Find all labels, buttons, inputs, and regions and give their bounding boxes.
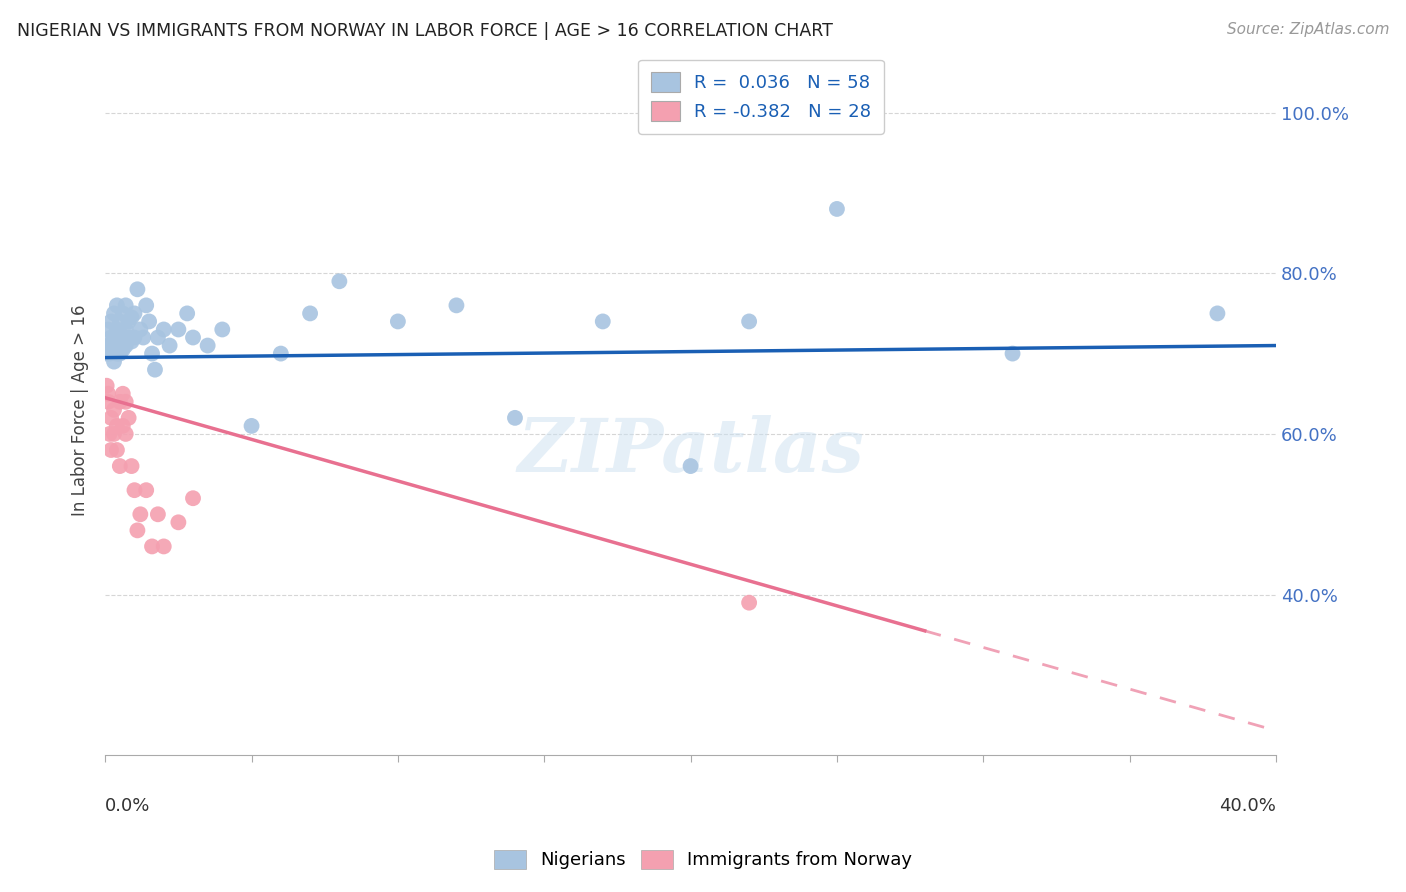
- Point: [679, 459, 702, 474]
- Text: ZIPatlas: ZIPatlas: [517, 415, 865, 488]
- Point: [117, 330, 139, 344]
- Point: [105, 418, 128, 433]
- Point: [97, 386, 120, 401]
- Point: [127, 282, 149, 296]
- Point: [105, 442, 128, 457]
- Point: [124, 306, 146, 320]
- Point: [825, 202, 848, 216]
- Point: [152, 540, 174, 554]
- Point: [108, 326, 131, 341]
- Legend: Nigerians, Immigrants from Norway: Nigerians, Immigrants from Norway: [485, 840, 921, 879]
- Point: [108, 314, 131, 328]
- Point: [103, 426, 125, 441]
- Point: [240, 418, 263, 433]
- Point: [103, 330, 125, 344]
- Point: [143, 362, 166, 376]
- Point: [98, 346, 121, 360]
- Point: [111, 418, 134, 433]
- Point: [146, 330, 169, 344]
- Point: [101, 338, 124, 352]
- Point: [103, 402, 125, 417]
- Point: [181, 491, 204, 506]
- Point: [111, 343, 134, 357]
- Point: [108, 459, 131, 474]
- Point: [108, 346, 131, 360]
- Point: [738, 596, 761, 610]
- Point: [1001, 346, 1024, 360]
- Point: [121, 334, 143, 349]
- Point: [328, 274, 350, 288]
- Point: [111, 330, 134, 344]
- Point: [111, 306, 134, 320]
- Point: [197, 338, 219, 352]
- Point: [108, 394, 131, 409]
- Point: [114, 338, 136, 352]
- Point: [121, 459, 143, 474]
- Point: [124, 330, 146, 344]
- Point: [446, 298, 468, 312]
- Text: 0.0%: 0.0%: [105, 797, 150, 814]
- Point: [114, 394, 136, 409]
- Point: [117, 410, 139, 425]
- Point: [121, 310, 143, 325]
- Point: [105, 298, 128, 312]
- Point: [111, 386, 134, 401]
- Point: [387, 314, 409, 328]
- Point: [167, 322, 190, 336]
- Point: [103, 306, 125, 320]
- Point: [97, 322, 120, 336]
- Point: [100, 442, 122, 457]
- Point: [105, 322, 128, 336]
- Point: [96, 346, 118, 360]
- Point: [135, 298, 157, 312]
- Point: [211, 322, 233, 336]
- Text: 40.0%: 40.0%: [1219, 797, 1277, 814]
- Point: [146, 508, 169, 522]
- Point: [299, 306, 322, 320]
- Point: [738, 314, 761, 328]
- Point: [114, 426, 136, 441]
- Point: [592, 314, 614, 328]
- Point: [100, 314, 122, 328]
- Point: [96, 378, 118, 392]
- Point: [127, 524, 149, 538]
- Text: Source: ZipAtlas.com: Source: ZipAtlas.com: [1226, 22, 1389, 37]
- Point: [1206, 306, 1229, 320]
- Point: [114, 298, 136, 312]
- Point: [135, 483, 157, 498]
- Point: [117, 314, 139, 328]
- Point: [503, 410, 526, 425]
- Point: [100, 410, 122, 425]
- Point: [132, 330, 155, 344]
- Point: [159, 338, 181, 352]
- Point: [98, 426, 121, 441]
- Point: [141, 540, 163, 554]
- Point: [152, 322, 174, 336]
- Point: [105, 346, 128, 360]
- Point: [114, 322, 136, 336]
- Point: [105, 338, 128, 352]
- Point: [124, 483, 146, 498]
- Point: [108, 334, 131, 349]
- Point: [97, 394, 120, 409]
- Legend: R =  0.036   N = 58, R = -0.382   N = 28: R = 0.036 N = 58, R = -0.382 N = 28: [638, 60, 883, 134]
- Point: [97, 338, 120, 352]
- Point: [100, 330, 122, 344]
- Point: [103, 354, 125, 368]
- Point: [129, 508, 152, 522]
- Point: [176, 306, 198, 320]
- Point: [270, 346, 292, 360]
- Point: [138, 314, 160, 328]
- Point: [129, 322, 152, 336]
- Y-axis label: In Labor Force | Age > 16: In Labor Force | Age > 16: [72, 304, 89, 516]
- Point: [141, 346, 163, 360]
- Point: [167, 516, 190, 530]
- Point: [181, 330, 204, 344]
- Text: NIGERIAN VS IMMIGRANTS FROM NORWAY IN LABOR FORCE | AGE > 16 CORRELATION CHART: NIGERIAN VS IMMIGRANTS FROM NORWAY IN LA…: [17, 22, 832, 40]
